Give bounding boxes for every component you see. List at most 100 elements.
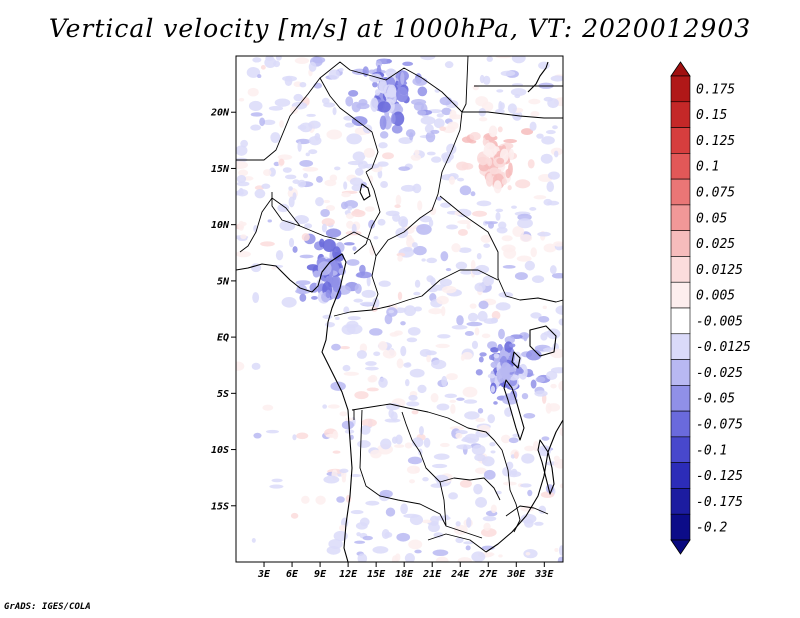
field-cell	[502, 265, 516, 269]
field-cell	[488, 354, 494, 361]
field-cell	[395, 86, 409, 103]
field-cell	[441, 152, 454, 161]
field-cell	[406, 234, 413, 242]
field-cell	[553, 241, 563, 247]
field-cell	[395, 553, 401, 562]
field-cell	[466, 223, 471, 230]
field-cell	[321, 223, 327, 233]
field-cell	[382, 152, 394, 160]
field-cell	[365, 366, 379, 371]
field-cell	[380, 180, 389, 188]
field-cell	[508, 343, 516, 348]
field-cell	[252, 292, 260, 304]
field-cell	[418, 425, 424, 436]
field-cell	[323, 199, 331, 204]
field-cell	[543, 243, 557, 253]
field-cell	[448, 492, 458, 500]
field-cell	[469, 131, 481, 141]
field-cell	[500, 70, 516, 77]
field-cell	[338, 524, 347, 532]
field-cell	[252, 57, 262, 63]
field-cell	[413, 245, 427, 256]
field-cell	[400, 321, 406, 326]
field-cell	[463, 399, 478, 404]
field-cell	[486, 56, 493, 62]
field-cell	[440, 251, 449, 262]
field-cell	[537, 231, 551, 237]
field-cell	[464, 330, 475, 337]
field-cell	[524, 260, 535, 271]
field-cell	[354, 391, 369, 400]
field-cell	[299, 293, 307, 302]
y-axis: 20N 15N 10N 5N EQ 5S 10S 15S	[210, 108, 236, 512]
field-cell	[365, 361, 377, 366]
field-cell	[478, 117, 488, 122]
field-cell	[480, 527, 497, 537]
colorbar-swatch	[670, 178, 691, 206]
field-cell	[238, 97, 245, 102]
field-cell	[490, 347, 499, 353]
field-cell	[240, 139, 249, 148]
x-tick-label: 9E	[314, 569, 327, 580]
field-cell	[344, 122, 355, 128]
field-cell	[463, 541, 474, 545]
field-cell	[265, 56, 274, 61]
field-cell	[334, 316, 340, 320]
field-cell	[377, 218, 386, 226]
field-cell	[549, 265, 557, 275]
field-cell	[502, 481, 517, 486]
field-cell	[332, 450, 341, 454]
field-cell	[288, 237, 295, 248]
lake-tanganyika	[503, 379, 525, 441]
field-cell	[395, 194, 402, 206]
field-cell	[435, 343, 450, 349]
field-cell	[295, 280, 311, 286]
field-cell	[493, 180, 502, 194]
field-cell	[473, 483, 483, 495]
field-cell	[429, 206, 437, 216]
field-cell	[482, 515, 497, 522]
field-cell	[400, 503, 408, 515]
field-cell	[420, 116, 436, 125]
field-cell	[477, 424, 491, 434]
field-cell	[270, 132, 281, 143]
field-cell	[365, 500, 380, 506]
field-cell	[385, 507, 396, 517]
x-tick-label: 18E	[395, 569, 414, 580]
field-cell	[278, 158, 285, 166]
colorbar-swatch	[670, 436, 691, 463]
field-cell	[535, 376, 546, 383]
field-cell	[347, 316, 361, 321]
field-cell	[531, 275, 545, 283]
field-cell	[417, 384, 427, 394]
field-cell	[431, 156, 442, 163]
field-cell	[326, 129, 343, 140]
y-tick-label: 15S	[211, 501, 229, 512]
field-cell	[478, 356, 484, 363]
field-cell	[455, 537, 464, 544]
field-cell	[357, 553, 368, 562]
field-cell	[268, 105, 284, 111]
field-cell	[296, 432, 309, 440]
field-cell	[520, 483, 532, 488]
field-cell	[498, 554, 503, 558]
field-cell	[359, 301, 375, 306]
x-tick-label: 30E	[506, 569, 526, 580]
field-cell	[297, 179, 307, 188]
field-cell	[336, 496, 345, 503]
field-cell	[292, 192, 297, 201]
field-cell	[271, 478, 283, 483]
field-cell	[373, 235, 379, 240]
field-cell	[448, 176, 455, 185]
field-cell	[428, 308, 443, 315]
field-cell	[538, 61, 550, 70]
field-cell	[558, 380, 563, 391]
field-cell	[466, 517, 472, 528]
field-cell	[453, 524, 468, 535]
field-cell	[423, 437, 431, 448]
field-cell	[384, 92, 390, 98]
field-cell	[493, 353, 500, 359]
field-cell	[236, 175, 247, 183]
colorbar-swatch	[670, 410, 691, 438]
field-cell	[496, 89, 504, 93]
